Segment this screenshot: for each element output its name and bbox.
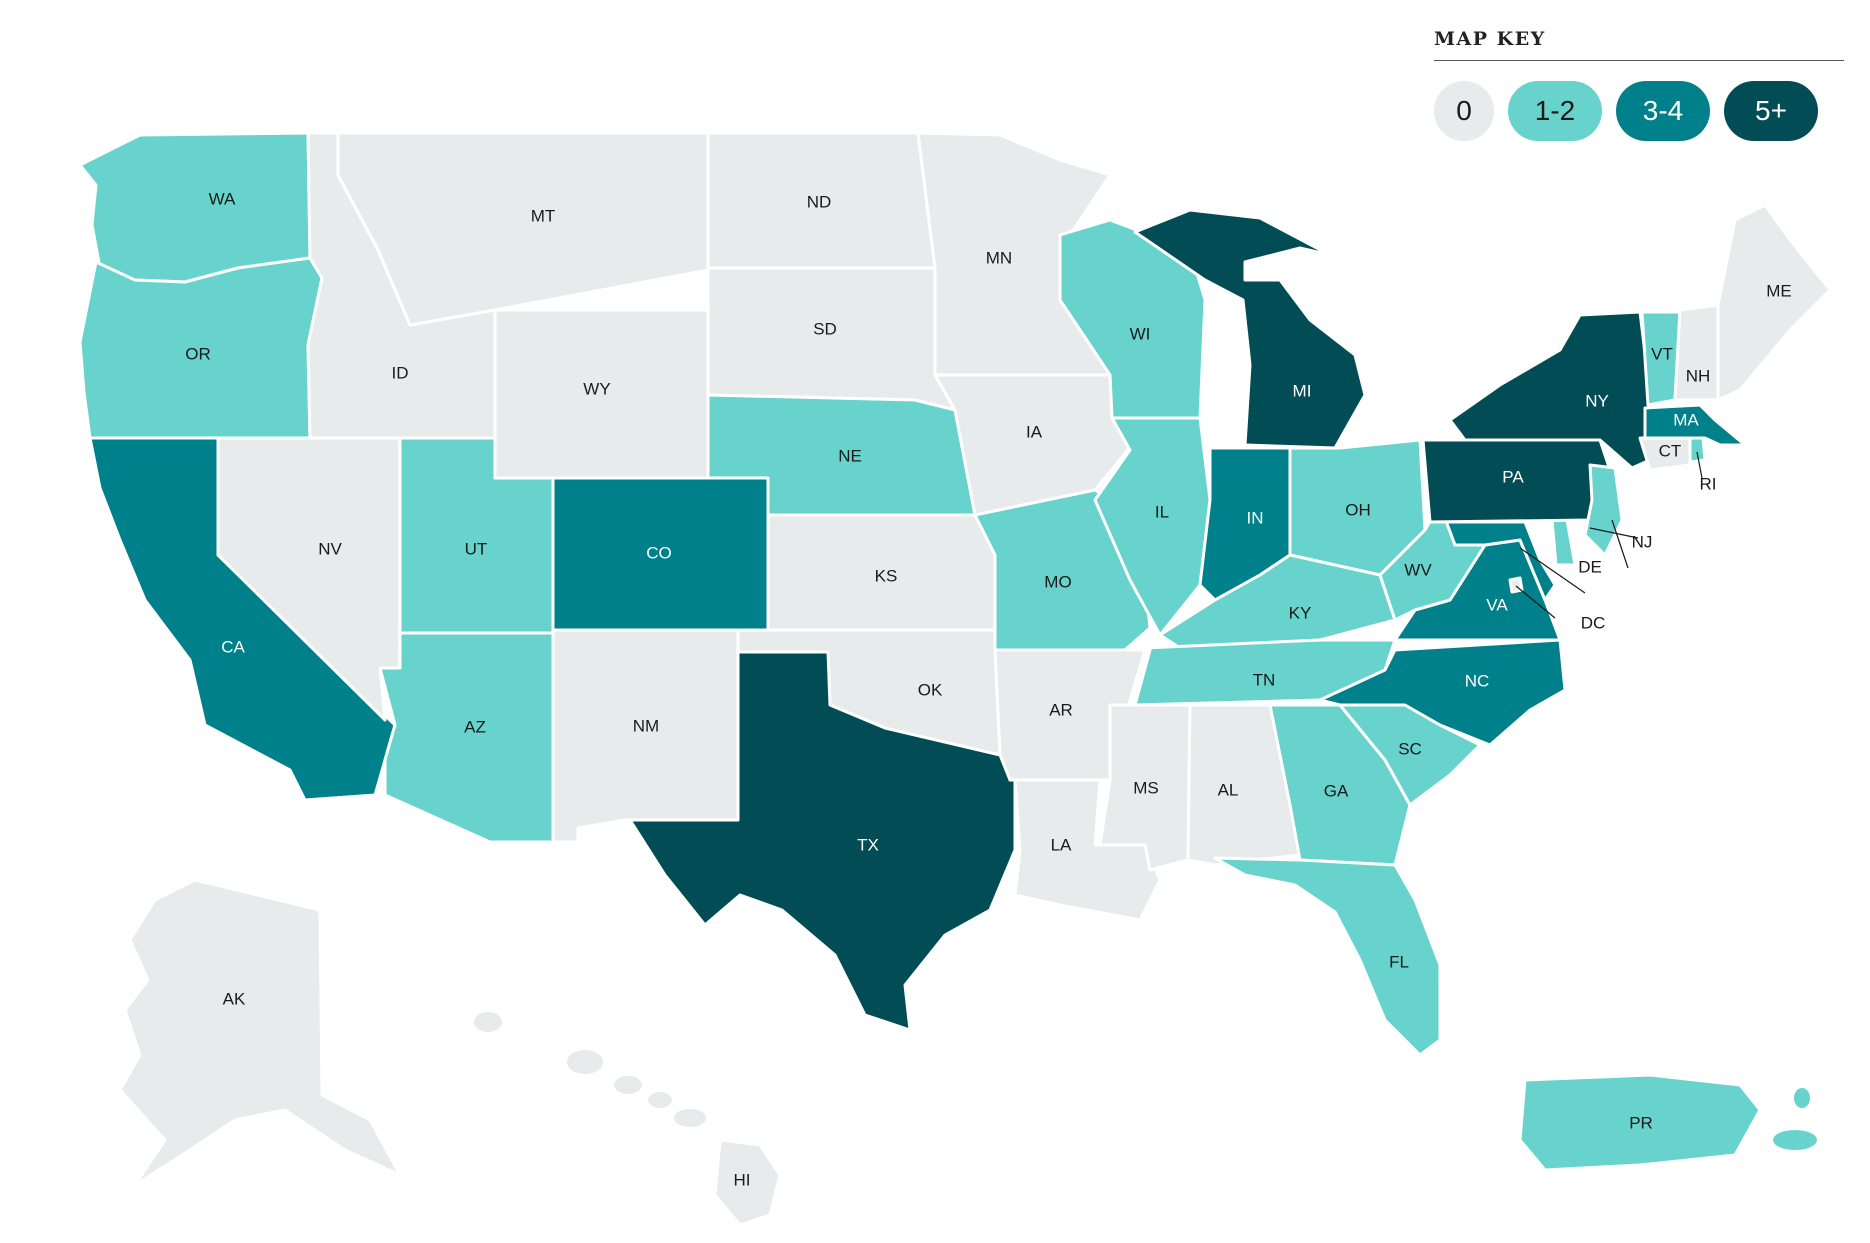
state-la[interactable]	[1008, 778, 1162, 922]
state-or[interactable]	[78, 256, 324, 440]
map-key-title: MAP KEY	[1434, 28, 1844, 61]
state-nd[interactable]	[706, 131, 937, 270]
map-key-item-0: 0	[1434, 81, 1494, 141]
map-key-item-3-4: 3-4	[1616, 81, 1710, 141]
map-key-item-5-plus: 5+	[1724, 81, 1818, 141]
state-ks[interactable]	[766, 513, 997, 632]
state-nc[interactable]	[1318, 638, 1567, 747]
state-md[interactable]	[1428, 503, 1557, 602]
state-label-de: DE	[1578, 557, 1602, 576]
pr-minor-islands	[1773, 1088, 1817, 1150]
state-label-dc: DC	[1581, 613, 1606, 632]
state-ct[interactable]	[1638, 436, 1692, 472]
state-wy[interactable]	[493, 308, 710, 480]
map-key-items: 0 1-2 3-4 5+	[1434, 81, 1844, 141]
state-label-md: MD	[1601, 587, 1627, 606]
map-key: MAP KEY 0 1-2 3-4 5+	[1434, 28, 1844, 141]
state-de[interactable]	[1550, 518, 1577, 567]
state-mi[interactable]	[1133, 208, 1367, 450]
hawaii-minor-islands	[474, 1012, 706, 1127]
state-tx[interactable]	[628, 650, 1017, 1032]
state-sd[interactable]	[706, 266, 957, 412]
state-nm[interactable]	[551, 628, 740, 844]
state-ms[interactable]	[1098, 703, 1192, 872]
state-pa[interactable]	[1421, 438, 1612, 524]
map-key-item-1-2: 1-2	[1508, 81, 1602, 141]
state-ri[interactable]	[1688, 436, 1707, 464]
state-nh[interactable]	[1673, 303, 1722, 402]
state-ak[interactable]	[118, 878, 402, 1187]
state-pr[interactable]	[1518, 1073, 1762, 1172]
state-hi[interactable]	[713, 1138, 782, 1227]
state-co[interactable]	[551, 476, 770, 632]
state-fl[interactable]	[1213, 856, 1442, 1057]
state-me[interactable]	[1716, 203, 1832, 402]
state-wa[interactable]	[78, 131, 312, 284]
state-nj[interactable]	[1583, 463, 1624, 557]
state-ma[interactable]	[1643, 403, 1747, 447]
label-leader-lines	[1515, 451, 1703, 619]
state-label-nj: NJ	[1632, 532, 1653, 551]
state-az[interactable]	[378, 631, 555, 844]
